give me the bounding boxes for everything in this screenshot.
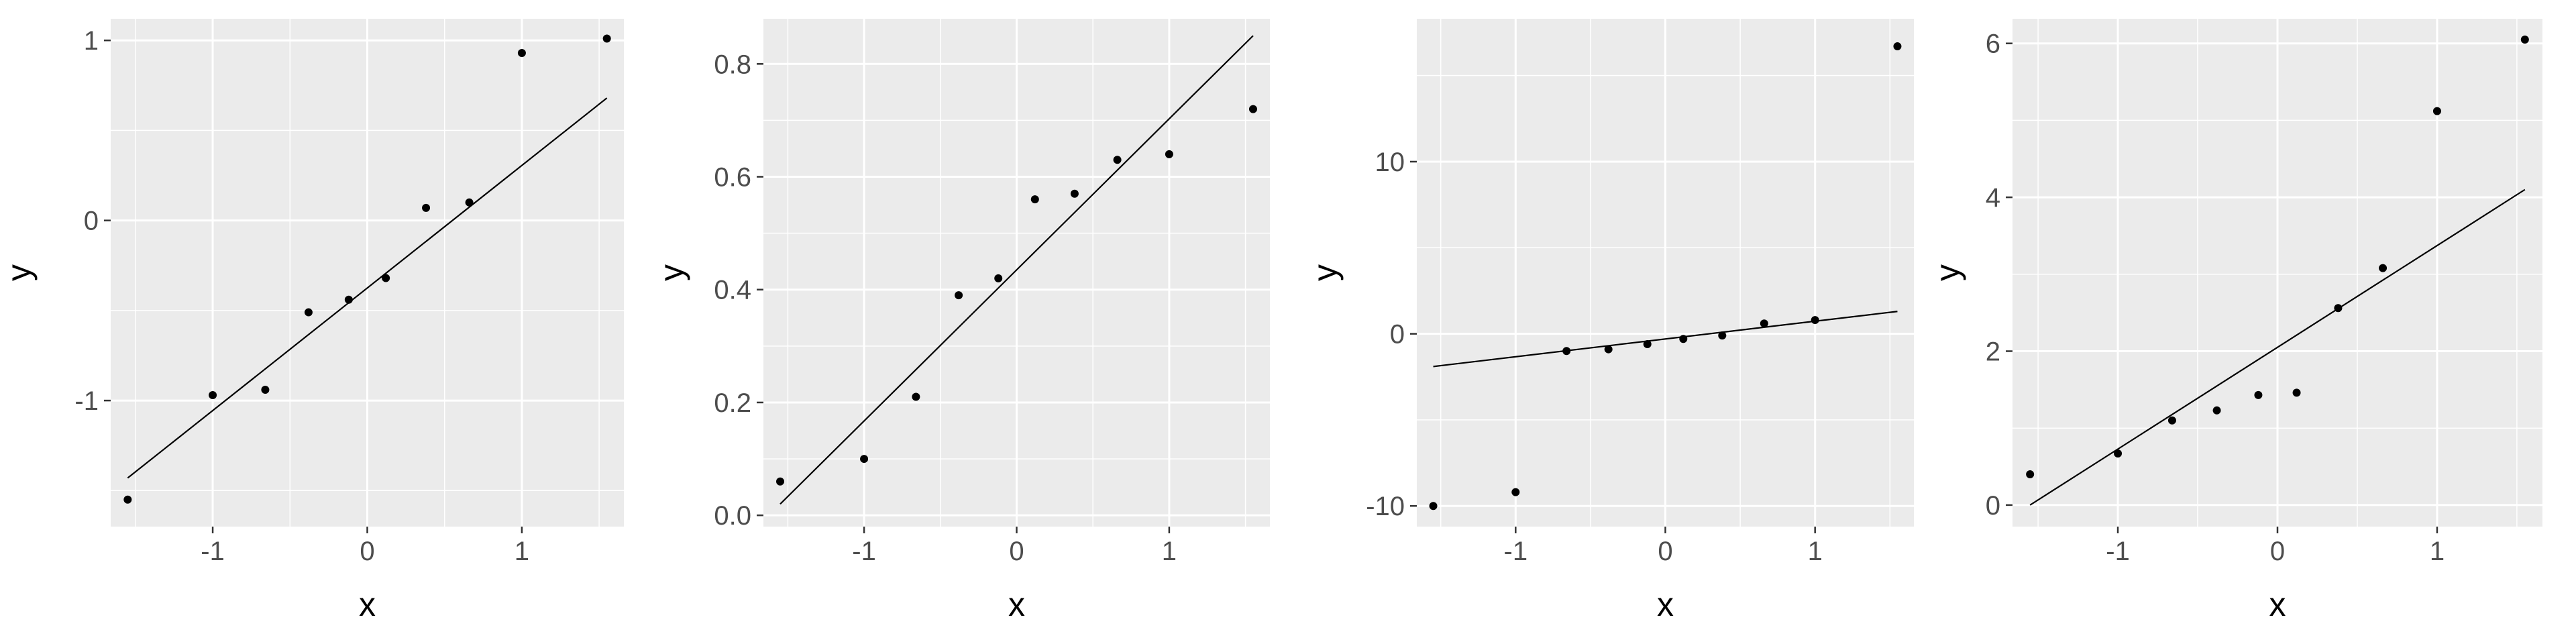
data-point — [517, 49, 526, 58]
data-point — [2432, 107, 2441, 115]
y-tick-label: -1 — [74, 386, 99, 416]
data-point — [422, 203, 431, 212]
x-axis-title: x — [1657, 586, 1674, 623]
data-point — [344, 295, 353, 304]
data-point — [1562, 347, 1571, 356]
panel-4: -1 0 1 0 2 4 6 x y — [1929, 19, 2542, 623]
data-point — [1429, 502, 1438, 511]
y-axis-title: y — [1929, 264, 1966, 281]
panel-1: -1 0 1 -1 0 1 x y — [0, 19, 624, 623]
y-axis-title: y — [0, 264, 38, 281]
data-point — [2379, 264, 2387, 272]
fit-line — [127, 97, 608, 479]
y-tick-label: 1 — [84, 26, 99, 56]
data-point — [382, 274, 390, 282]
x-tick-label: 1 — [1808, 537, 1823, 566]
x-axis-title: x — [359, 586, 376, 623]
data-point — [2254, 390, 2263, 399]
data-point — [1679, 335, 1688, 343]
x-tick-label: 1 — [1162, 537, 1177, 566]
data-point — [2114, 449, 2123, 458]
data-point — [994, 274, 1003, 282]
y-tick-label: 0.0 — [714, 501, 751, 531]
data-point — [1113, 156, 1122, 164]
data-point — [776, 477, 785, 486]
data-point — [2334, 304, 2343, 313]
x-axis-title: x — [2269, 586, 2286, 623]
data-point — [2026, 470, 2035, 479]
data-point — [1604, 345, 1613, 354]
fit-line — [1433, 311, 1898, 368]
data-point — [1248, 105, 1257, 113]
data-point — [1165, 150, 1173, 158]
data-point — [2167, 416, 2176, 425]
data-point — [2292, 388, 2301, 397]
data-point — [1070, 189, 1079, 198]
y-tick-label: 0 — [1986, 491, 2000, 521]
y-tick-label: 10 — [1375, 148, 1405, 177]
y-tick-label: 0.4 — [714, 276, 751, 305]
y-tick-label: 0 — [1390, 320, 1405, 350]
data-point — [209, 391, 217, 400]
data-point — [912, 392, 920, 401]
y-tick-label: 0.2 — [714, 388, 751, 418]
x-tick-label: 0 — [360, 537, 374, 566]
y-tick-label: 0 — [84, 207, 99, 236]
data-point — [304, 308, 313, 317]
data-point — [465, 198, 474, 207]
y-tick-label: 2 — [1986, 337, 2000, 366]
x-tick-label: 1 — [2430, 537, 2445, 566]
x-axis-title: x — [1008, 586, 1025, 623]
data-point — [955, 291, 963, 300]
fit-line — [2029, 189, 2526, 506]
x-tick-label: -1 — [201, 537, 225, 566]
x-tick-label: -1 — [852, 537, 876, 566]
y-tick-label: 4 — [1986, 183, 2000, 213]
panel-2: -1 0 1 0.0 0.2 0.4 0.6 0.8 x y — [653, 19, 1270, 623]
x-tick-label: -1 — [2106, 537, 2130, 566]
y-axis-title: y — [653, 264, 690, 281]
data-point — [1760, 319, 1768, 328]
y-tick-label: 6 — [1986, 30, 2000, 59]
y-tick-label: 0.8 — [714, 50, 751, 79]
data-point — [1718, 331, 1727, 340]
data-point — [2212, 406, 2221, 415]
data-point — [602, 34, 611, 43]
data-point — [860, 455, 869, 464]
data-point — [1811, 316, 1819, 325]
x-tick-label: 0 — [1658, 537, 1672, 566]
x-tick-label: 0 — [1009, 537, 1024, 566]
x-tick-label: 1 — [515, 537, 529, 566]
y-tick-label: 0.6 — [714, 163, 751, 193]
x-tick-label: 0 — [2270, 537, 2285, 566]
data-point — [1893, 42, 1902, 51]
data-point — [1643, 339, 1652, 348]
data-point — [1030, 195, 1039, 204]
fit-line — [780, 35, 1254, 505]
data-point — [261, 385, 270, 394]
data-point — [1511, 488, 1520, 496]
data-point — [123, 495, 132, 504]
x-tick-label: -1 — [1504, 537, 1528, 566]
data-point — [2520, 35, 2529, 44]
y-tick-label: -10 — [1366, 492, 1405, 521]
y-axis-title: y — [1306, 264, 1344, 281]
